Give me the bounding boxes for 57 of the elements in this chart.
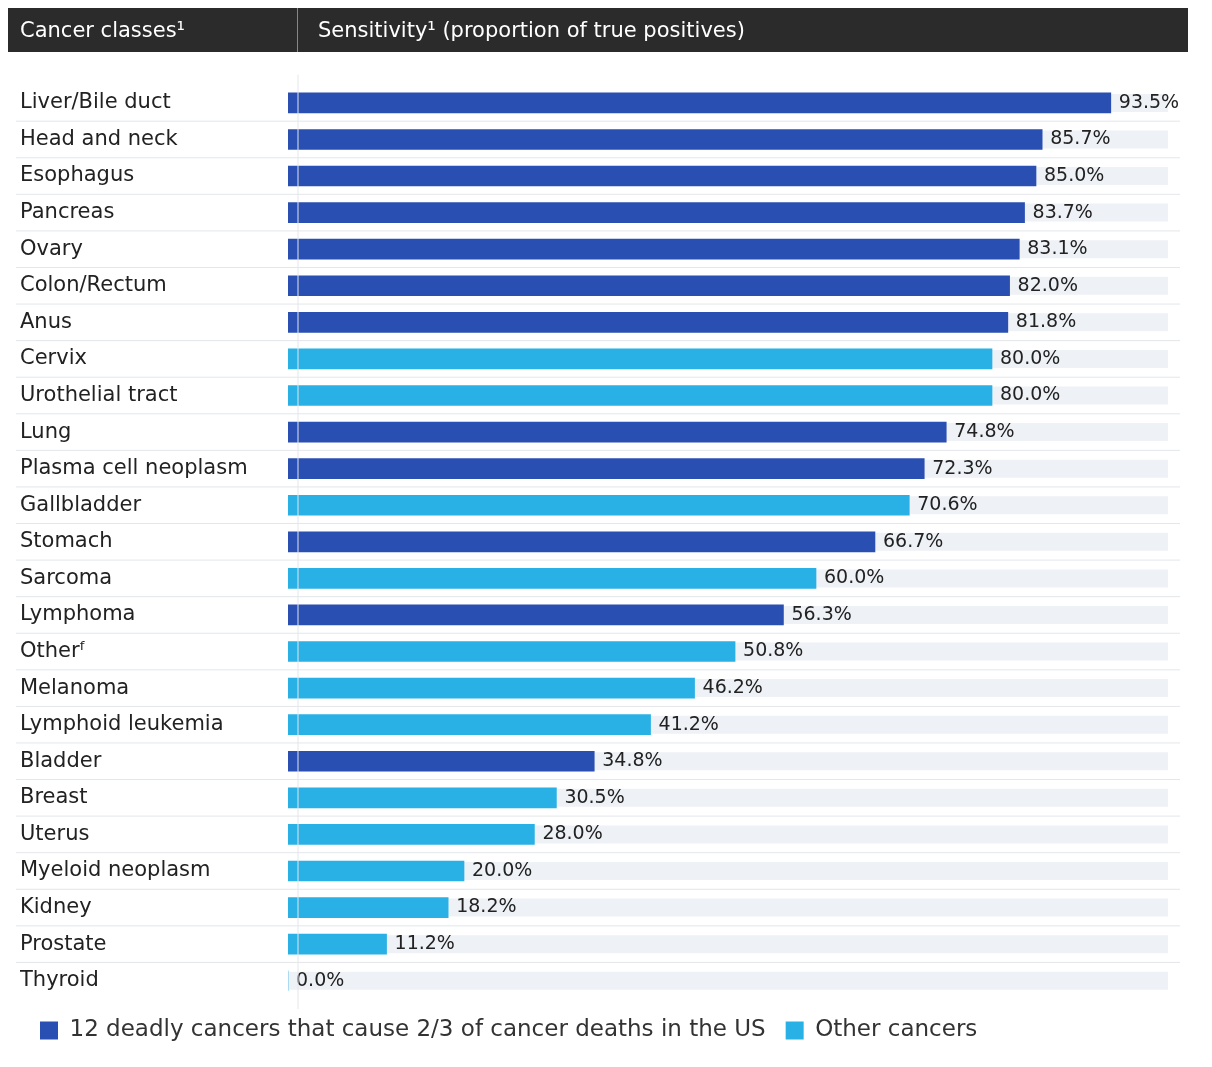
data-label: 34.8% [602, 748, 663, 771]
x-axis-title: Sensitivity¹ (proportion of true positives) [317, 18, 745, 42]
y-tick-label: Stomach [20, 528, 113, 553]
y-tick-label: Pancreas [20, 199, 115, 224]
data-label: 30.5% [564, 784, 625, 807]
data-label: 80.0% [1000, 382, 1061, 405]
y-tick-label: Esophagus [20, 162, 135, 187]
data-label: 74.8% [954, 419, 1015, 442]
data-label: 0.0% [296, 967, 345, 990]
y-tick-label: Prostate [20, 930, 107, 955]
y-tick-label: Ovary [20, 235, 83, 260]
data-label: 50.8% [743, 638, 804, 661]
data-label: 66.7% [882, 528, 944, 551]
y-tick-label: Plasma cell neoplasm [20, 455, 248, 480]
data-label: 83.7% [1032, 199, 1093, 222]
data-label: 85.0% [1044, 162, 1105, 185]
y-tick-label: Colon/Rectum [20, 272, 167, 297]
y-tick-label: Liver/Bile duct [20, 89, 171, 114]
y-tick-label: Anus [20, 308, 72, 333]
legend-label: Other cancers [815, 1015, 978, 1042]
y-tick-label: Cervix [20, 345, 87, 370]
y-axis-title: Cancer classes¹ [8, 8, 298, 52]
y-tick-label: Lymphoid leukemia [20, 711, 224, 736]
data-label: 56.3% [791, 601, 852, 624]
y-tick-label: Lung [20, 418, 72, 443]
data-label: 28.0% [542, 821, 603, 844]
bar [288, 860, 465, 882]
bar [288, 933, 387, 955]
y-tick-label: Gallbladder [20, 491, 142, 516]
data-label: 72.3% [932, 455, 993, 478]
y-tick-label: Breast [20, 784, 88, 809]
data-label: 70.6% [917, 492, 978, 515]
legend-label: 12 deadly cancers that cause 2/3 of cancer deaths in the US [69, 1015, 766, 1042]
y-tick-label: Head and neck [20, 125, 179, 150]
data-label: 41.2% [658, 711, 719, 734]
data-label: 80.0% [1000, 345, 1061, 368]
data-label: 85.7% [1050, 126, 1111, 149]
y-tick-label: Urothelial tract [20, 381, 178, 406]
data-label: 82.0% [1017, 272, 1078, 295]
y-tick-label: Kidney [20, 894, 92, 919]
bar [288, 897, 449, 918]
y-tick-label: Myeloid neoplasm [20, 857, 211, 882]
data-label: 60.0% [824, 565, 885, 588]
y-tick-label: Thyroid [19, 967, 99, 992]
data-label: 20.0% [472, 857, 533, 880]
y-tick-label: Uterus [20, 820, 90, 845]
y-tick-label: Otherᶠ [20, 637, 86, 662]
y-tick-label: Sarcoma [20, 564, 113, 589]
y-tick-label: Lymphoma [20, 601, 136, 626]
y-tick-label: Bladder [20, 747, 102, 772]
data-label: 18.2% [456, 894, 517, 917]
data-label: 81.8% [1015, 309, 1077, 332]
data-label: 11.2% [394, 931, 455, 954]
data-label: 93.5% [1118, 89, 1180, 112]
data-label: 46.2% [702, 675, 763, 698]
y-tick-label: Melanoma [20, 674, 130, 699]
data-label: 83.1% [1027, 236, 1088, 259]
